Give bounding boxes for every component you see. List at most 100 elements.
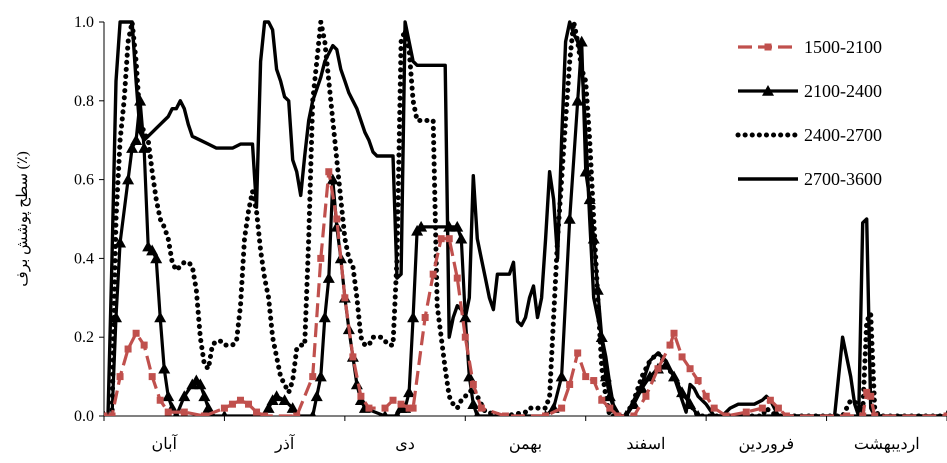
legend-label: 1500-2100	[804, 37, 882, 57]
data-point-2100-2400	[178, 390, 191, 402]
data-point-2100-2400	[110, 311, 123, 323]
series-1500-2100	[104, 168, 947, 416]
data-point-1500-2100	[132, 329, 140, 337]
data-point-2100-2400	[595, 331, 608, 342]
y-axis-label: سطح پوشش برف (٪)	[15, 151, 31, 286]
data-point-1500-2100	[164, 408, 172, 416]
series-line-2400-2700	[104, 20, 947, 416]
legend-marker	[764, 43, 772, 51]
data-point-1500-2100	[116, 373, 124, 381]
data-point-1500-2100	[542, 412, 550, 416]
data-point-2100-2400	[451, 220, 464, 232]
data-point-1500-2100	[686, 365, 694, 373]
x-tick-label: اسفند	[626, 436, 665, 453]
data-point-2100-2400	[635, 382, 648, 394]
data-point-2100-2400	[459, 311, 472, 323]
data-point-1500-2100	[405, 404, 413, 412]
series-2400-2700	[104, 20, 947, 416]
x-ticks: آبان آذر دی بهمن اسفند فروردین اردیبهشت	[103, 416, 947, 453]
data-point-2100-2400	[286, 402, 299, 413]
data-point-2100-2400	[309, 410, 317, 416]
data-point-1500-2100	[108, 412, 116, 416]
data-point-2100-2400	[684, 398, 697, 409]
data-point-2100-2400	[415, 220, 428, 232]
data-point-2100-2400	[202, 402, 215, 413]
legend-label: 2700-3600	[804, 169, 882, 189]
y-tick-label: 1.0	[74, 14, 94, 31]
data-point-1500-2100	[429, 270, 437, 278]
data-point-1500-2100	[200, 412, 208, 416]
data-point-2100-2400	[278, 394, 291, 406]
data-point-1500-2100	[341, 294, 349, 302]
data-point-1500-2100	[365, 404, 373, 412]
data-point-1500-2100	[710, 404, 718, 412]
data-point-1500-2100	[253, 408, 261, 416]
data-point-2100-2400	[198, 390, 211, 402]
data-point-1500-2100	[702, 392, 710, 400]
data-point-1500-2100	[261, 412, 269, 416]
legend-item: 1500-2100	[738, 37, 882, 57]
data-point-2100-2400	[154, 311, 167, 323]
data-point-1500-2100	[325, 168, 333, 176]
data-point-2100-2400	[150, 252, 163, 264]
data-point-2100-2400	[262, 402, 275, 413]
data-point-1500-2100	[859, 412, 867, 416]
data-point-1500-2100	[397, 400, 405, 408]
data-point-1500-2100	[766, 396, 774, 404]
series-line-1500-2100	[104, 170, 947, 416]
x-tick-label: بهمن	[509, 436, 542, 453]
legend-marker	[762, 85, 774, 96]
data-point-2100-2400	[134, 94, 147, 106]
data-point-1500-2100	[477, 404, 485, 412]
data-point-1500-2100	[943, 412, 947, 416]
data-point-1500-2100	[220, 404, 228, 412]
y-tick-label: 0.8	[74, 93, 94, 110]
data-point-1500-2100	[228, 400, 236, 408]
y-tick-label: 0.0	[74, 408, 94, 425]
data-point-1500-2100	[293, 412, 301, 416]
data-point-2100-2400	[162, 390, 175, 402]
data-point-1500-2100	[124, 345, 132, 353]
data-point-1500-2100	[349, 353, 357, 361]
x-tick-label: آبان	[151, 433, 178, 453]
y-tick-label: 0.2	[74, 329, 94, 346]
data-point-1500-2100	[437, 235, 445, 243]
data-point-1500-2100	[409, 404, 417, 412]
data-point-1500-2100	[445, 235, 453, 243]
data-point-1500-2100	[666, 341, 674, 349]
data-point-2100-2400	[194, 378, 207, 390]
data-point-1500-2100	[614, 412, 622, 416]
data-point-1500-2100	[140, 341, 148, 349]
data-point-2100-2400	[381, 410, 389, 416]
x-tick-label: فروردین	[739, 436, 795, 453]
data-point-2100-2400	[467, 398, 480, 409]
data-point-1500-2100	[309, 373, 317, 381]
data-point-2100-2400	[158, 362, 171, 374]
data-point-2100-2400	[455, 232, 468, 244]
data-point-1500-2100	[333, 215, 341, 223]
y-ticks: 0.0 0.2 0.4 0.6 0.8 1.0	[74, 14, 104, 425]
data-point-1500-2100	[357, 392, 365, 400]
data-point-2100-2400	[603, 390, 616, 402]
x-tick-label: اردیبهشت	[854, 436, 920, 453]
data-point-1500-2100	[630, 412, 638, 416]
legend-label: 2400-2700	[804, 125, 882, 145]
data-point-2100-2400	[314, 370, 327, 382]
data-point-1500-2100	[453, 274, 461, 282]
data-point-1500-2100	[236, 396, 244, 404]
data-point-1500-2100	[722, 412, 730, 416]
x-tick-label: آذر	[274, 433, 296, 453]
data-point-2100-2400	[555, 370, 568, 382]
data-point-2100-2400	[473, 410, 481, 416]
data-point-1500-2100	[180, 408, 188, 416]
data-point-2100-2400	[583, 193, 596, 205]
data-point-1500-2100	[104, 412, 108, 416]
data-point-2100-2400	[403, 386, 416, 398]
data-point-1500-2100	[863, 388, 871, 396]
legend-item: 2700-3600	[738, 169, 882, 189]
data-point-1500-2100	[782, 412, 790, 416]
data-point-2100-2400	[627, 398, 640, 409]
data-point-2100-2400	[463, 370, 476, 382]
data-point-2100-2400	[660, 358, 672, 370]
